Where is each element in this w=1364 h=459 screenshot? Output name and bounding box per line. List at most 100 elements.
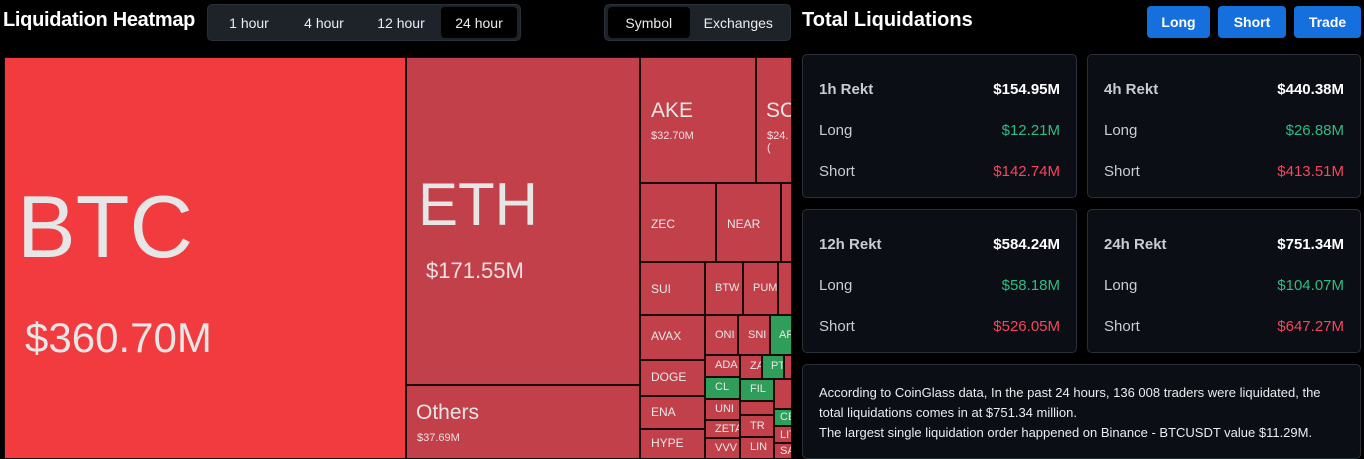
heatmap-cell-lin[interactable]: LIN	[740, 437, 774, 459]
heatmap-cell-za[interactable]: ZA	[740, 355, 762, 379]
tab-4-hour[interactable]: 4 hour	[304, 14, 344, 31]
card-total: $440.38M	[1277, 81, 1344, 98]
cell-symbol: HYPE	[651, 436, 684, 450]
cell-symbol: PUM	[753, 282, 778, 294]
short-label: Short	[1104, 163, 1140, 180]
rekt-card-4h: 4h Rekt $440.38M Long $26.88M Short $413.51…	[1087, 54, 1361, 198]
short-label: Short	[819, 163, 855, 180]
cell-symbol: ONI	[715, 329, 735, 341]
cell-value: $32.70M	[651, 130, 694, 142]
heatmap-cell-pt[interactable]: PT	[762, 355, 784, 379]
heatmap-cell-ar[interactable]: AR	[770, 315, 792, 355]
heatmap-cell-sa[interactable]: SA	[774, 443, 792, 459]
cell-symbol: FIL	[750, 383, 766, 395]
tab-exchanges[interactable]: Exchanges	[703, 14, 773, 31]
cell-symbol: ENA	[651, 405, 676, 419]
heatmap-cell-avax[interactable]: AVAX	[640, 315, 705, 360]
long-value: $58.18M	[1001, 277, 1060, 294]
cell-symbol: TR	[750, 420, 765, 432]
cell-symbol: AVAX	[651, 329, 682, 343]
summary-line-1: According to CoinGlass data, In the past…	[819, 385, 1321, 420]
cell-value: $24.(	[767, 130, 789, 154]
heatmap-cell-lit[interactable]: LIT	[774, 426, 792, 443]
tab-12-hour[interactable]: 12 hour	[377, 14, 425, 31]
cell-symbol: BTC	[17, 177, 193, 276]
heatmap-cell-cl[interactable]: CL	[705, 377, 740, 399]
cell-symbol: CL	[715, 381, 730, 393]
long-label: Long	[1104, 277, 1138, 294]
short-value: $526.05M	[993, 318, 1060, 335]
cell-symbol: VVV	[715, 442, 738, 454]
heatmap-cell-misc-4[interactable]	[774, 379, 792, 409]
short-value: $413.51M	[1277, 163, 1344, 180]
tab-symbol[interactable]: Symbol	[608, 7, 690, 38]
heatmap-cell-near[interactable]: NEAR	[716, 183, 781, 262]
cell-symbol: Others	[416, 401, 480, 424]
long-label: Long	[819, 277, 853, 294]
cell-symbol: SNI	[748, 329, 767, 341]
card-total: $584.24M	[993, 236, 1060, 253]
trade-button[interactable]: Trade	[1294, 6, 1361, 38]
heatmap-cell-sol[interactable]: SO $24.(	[756, 57, 792, 183]
cell-symbol: UNI	[715, 403, 734, 415]
cell-value: $37.69M	[417, 432, 460, 444]
heatmap-cell-doge[interactable]: DOGE	[640, 360, 705, 396]
cell-symbol: BTW	[715, 282, 740, 294]
cell-symbol: ADA	[715, 359, 738, 371]
short-button[interactable]: Short	[1218, 6, 1286, 38]
heatmap-cell-btw[interactable]: BTW	[705, 262, 743, 315]
long-value: $12.21M	[1001, 122, 1060, 139]
heatmap-cell-misc-3[interactable]	[784, 355, 792, 379]
cell-symbol: SUI	[651, 282, 672, 296]
heatmap-cell-tr[interactable]: TR	[740, 415, 774, 437]
page-title: Liquidation Heatmap	[3, 9, 196, 31]
cell-symbol: LIN	[750, 441, 768, 453]
heatmap-cell-onl[interactable]: ONI	[705, 315, 738, 355]
tab-1-hour[interactable]: 1 hour	[229, 14, 269, 31]
heatmap-cell-btc[interactable]: BTC $360.70M	[4, 57, 406, 459]
heatmap-cell-hype[interactable]: HYPE	[640, 429, 705, 459]
tab-24-hour[interactable]: 24 hour	[441, 7, 517, 38]
total-liquidations-title: Total Liquidations	[802, 9, 973, 31]
liquidation-summary: According to CoinGlass data, In the past…	[802, 364, 1361, 459]
heatmap-cell-vvv[interactable]: VVV	[705, 438, 740, 459]
cell-symbol: SO	[766, 99, 791, 122]
heatmap-cell-ena[interactable]: ENA	[640, 396, 705, 429]
heatmap-cell-fil[interactable]: FIL	[740, 379, 774, 401]
heatmap-cell-ce[interactable]: CE	[774, 409, 792, 426]
cell-value: $360.70M	[25, 314, 212, 361]
cell-symbol: DOGE	[651, 370, 687, 384]
short-label: Short	[819, 318, 855, 335]
long-button[interactable]: Long	[1147, 6, 1210, 38]
heatmap-cell-misc-2[interactable]	[778, 262, 792, 315]
cell-symbol: ZA	[750, 360, 761, 372]
card-label: 1h Rekt	[819, 81, 874, 98]
time-range-tabs: 1 hour 4 hour 12 hour 24 hour	[207, 4, 521, 41]
short-value: $647.27M	[1277, 318, 1344, 335]
heatmap-cell-pum[interactable]: PUM	[743, 262, 778, 315]
heatmap-cell-misc-5[interactable]	[740, 401, 774, 415]
long-label: Long	[1104, 122, 1138, 139]
cell-symbol: ZEC	[651, 217, 675, 231]
heatmap-cell-others[interactable]: Others $37.69M	[406, 385, 640, 459]
heatmap-cell-zec[interactable]: ZEC	[640, 183, 716, 262]
heatmap-cell-ake[interactable]: AKE $32.70M	[640, 57, 756, 183]
long-label: Long	[819, 122, 853, 139]
heatmap-cell-snl[interactable]: SNI	[738, 315, 770, 355]
long-value: $104.07M	[1277, 277, 1344, 294]
cell-symbol: AKE	[651, 99, 694, 122]
cell-value: $171.55M	[426, 258, 524, 283]
heatmap-cell-uni[interactable]: UNI	[705, 399, 740, 420]
heatmap-cell-sui[interactable]: SUI	[640, 262, 705, 315]
heatmap-cell-zeta[interactable]: ZETA	[705, 420, 740, 438]
card-label: 4h Rekt	[1104, 81, 1159, 98]
short-value: $142.74M	[993, 163, 1060, 180]
rekt-card-12h: 12h Rekt $584.24M Long $58.18M Short $526.0…	[802, 209, 1077, 353]
heatmap-cell-misc-1[interactable]	[781, 183, 792, 262]
heatmap-cell-eth[interactable]: ETH $171.55M	[406, 57, 640, 385]
summary-line-2: The largest single liquidation order hap…	[819, 425, 1313, 440]
card-label: 12h Rekt	[819, 236, 882, 253]
heatmap-cell-ada[interactable]: ADA	[705, 355, 740, 377]
view-tabs: Symbol Exchanges	[604, 4, 791, 41]
card-total: $154.95M	[993, 81, 1060, 98]
